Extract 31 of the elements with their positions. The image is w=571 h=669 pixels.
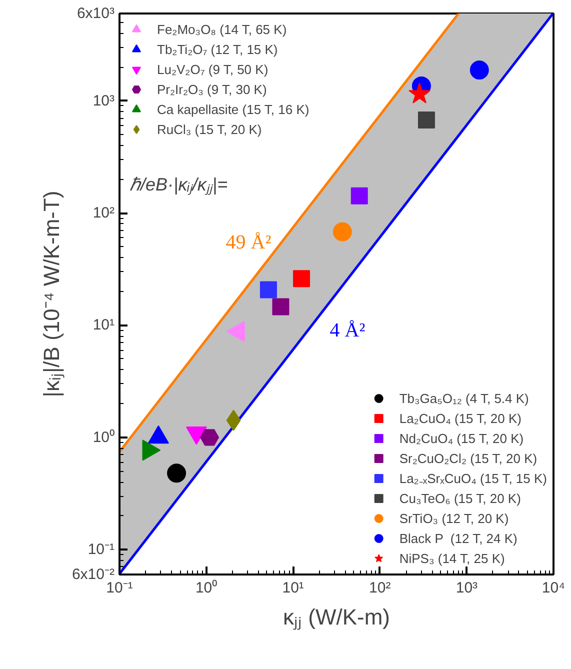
y-tick-label: 6x10³ [76, 5, 115, 22]
legend-label: RuCl₃ (15 T, 20 K) [157, 120, 262, 139]
annotation: 4 Å² [330, 320, 366, 342]
legend-label: Sr₂CuO₂Cl₂ (15 T, 20 K) [399, 450, 538, 468]
legend-label: Lu₂V₂O₇ (9 T, 50 K) [157, 60, 268, 79]
x-tick-label: 10² [369, 580, 391, 596]
legend-label: Tb₂Ti₂O₇ (12 T, 15 K) [157, 40, 278, 59]
x-tick-label: 10⁰ [195, 580, 218, 596]
x-tick-label: 10¹ [282, 580, 304, 596]
y-axis-title: |κᵢⱼ|/B (10⁻⁴ W/K-m-T) [38, 190, 65, 398]
annotation: ℏ/eB·|κᵢⱼ/κⱼⱼ|= [130, 174, 228, 196]
legend-label: Black P (12 T, 24 K) [399, 530, 518, 548]
x-tick-label: 10³ [456, 580, 478, 596]
legend-label: La₂CuO₄ (15 T, 20 K) [399, 410, 522, 428]
y-tick-label: 10⁰ [92, 428, 115, 446]
legend-label: Pr₂Ir₂O₃ (9 T, 30 K) [157, 80, 267, 99]
y-tick-label: 10³ [92, 92, 115, 110]
y-tick-label: 10² [92, 204, 115, 222]
legend-label: SrTiO₃ (12 T, 20 K) [399, 510, 509, 528]
y-tick-label: 10⁻¹ [88, 541, 115, 558]
y-tick-label: 10¹ [92, 316, 115, 334]
annotation: 49 Å² [226, 232, 272, 254]
legend-label: Nd₂CuO₄ (15 T, 20 K) [399, 430, 524, 448]
legend-label: Fe₂Mo₃O₈ (14 T, 65 K) [157, 20, 287, 39]
x-axis-title: κⱼⱼ (W/K-m) [283, 604, 390, 630]
legend-label: La₂₋ₓSrₓCuO₄ (15 T, 15 K) [399, 470, 547, 488]
legend-label: NiPS₃ (14 T, 25 K) [399, 550, 505, 568]
legend-label: Tb₃Ga₅O₁₂ (4 T, 5.4 K) [399, 390, 529, 408]
x-tick-label: 10⁴ [542, 580, 566, 596]
legend-label: Cu₃TeO₆ (15 T, 20 K) [399, 490, 521, 508]
legend-label: Ca kapellasite (15 T, 16 K) [157, 100, 310, 119]
